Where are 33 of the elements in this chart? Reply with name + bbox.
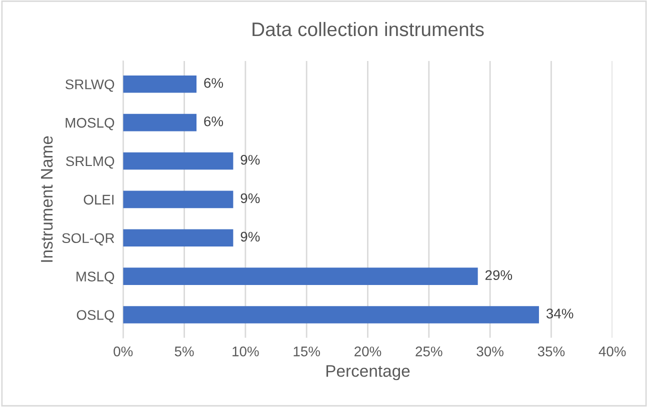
x-tick-label: 15% [294, 346, 320, 356]
data-label: 6% [204, 116, 224, 126]
x-tick-label: 10% [232, 346, 259, 356]
data-label: 29% [485, 270, 512, 280]
x-tick-label: 20% [354, 346, 382, 356]
data-label: 9% [240, 232, 260, 242]
bar [123, 306, 539, 324]
data-label: 34% [546, 308, 574, 318]
bar [123, 75, 197, 93]
bar [123, 190, 234, 208]
y-tick-label: SRLMQ [66, 156, 114, 169]
y-axis-title: Instrument Name [41, 136, 53, 262]
data-label: 9% [240, 193, 260, 204]
bar [123, 114, 197, 132]
y-tick-label: MOSLQ [66, 118, 114, 130]
bar [123, 152, 234, 170]
y-tick-label: OSLQ [76, 310, 114, 322]
x-tick-label: 40% [598, 346, 626, 356]
y-tick-label: OLEI [84, 194, 114, 205]
x-tick-label: 0% [114, 346, 133, 356]
x-tick-label: 5% [174, 346, 194, 356]
x-tick-label: 25% [416, 346, 442, 356]
data-label: 6% [204, 78, 224, 88]
x-tick-label: 35% [538, 346, 565, 356]
chart-title: Data collection instruments [252, 22, 484, 36]
bar [123, 229, 234, 247]
y-tick-label: SOL-QR [62, 233, 114, 246]
x-tick-label: 30% [476, 346, 504, 356]
data-label: 9% [240, 154, 260, 165]
y-tick-label: SRLWQ [66, 79, 114, 92]
y-tick-label: MSLQ [76, 272, 114, 284]
x-axis-title: Percentage [326, 365, 410, 380]
bar [123, 268, 478, 285]
